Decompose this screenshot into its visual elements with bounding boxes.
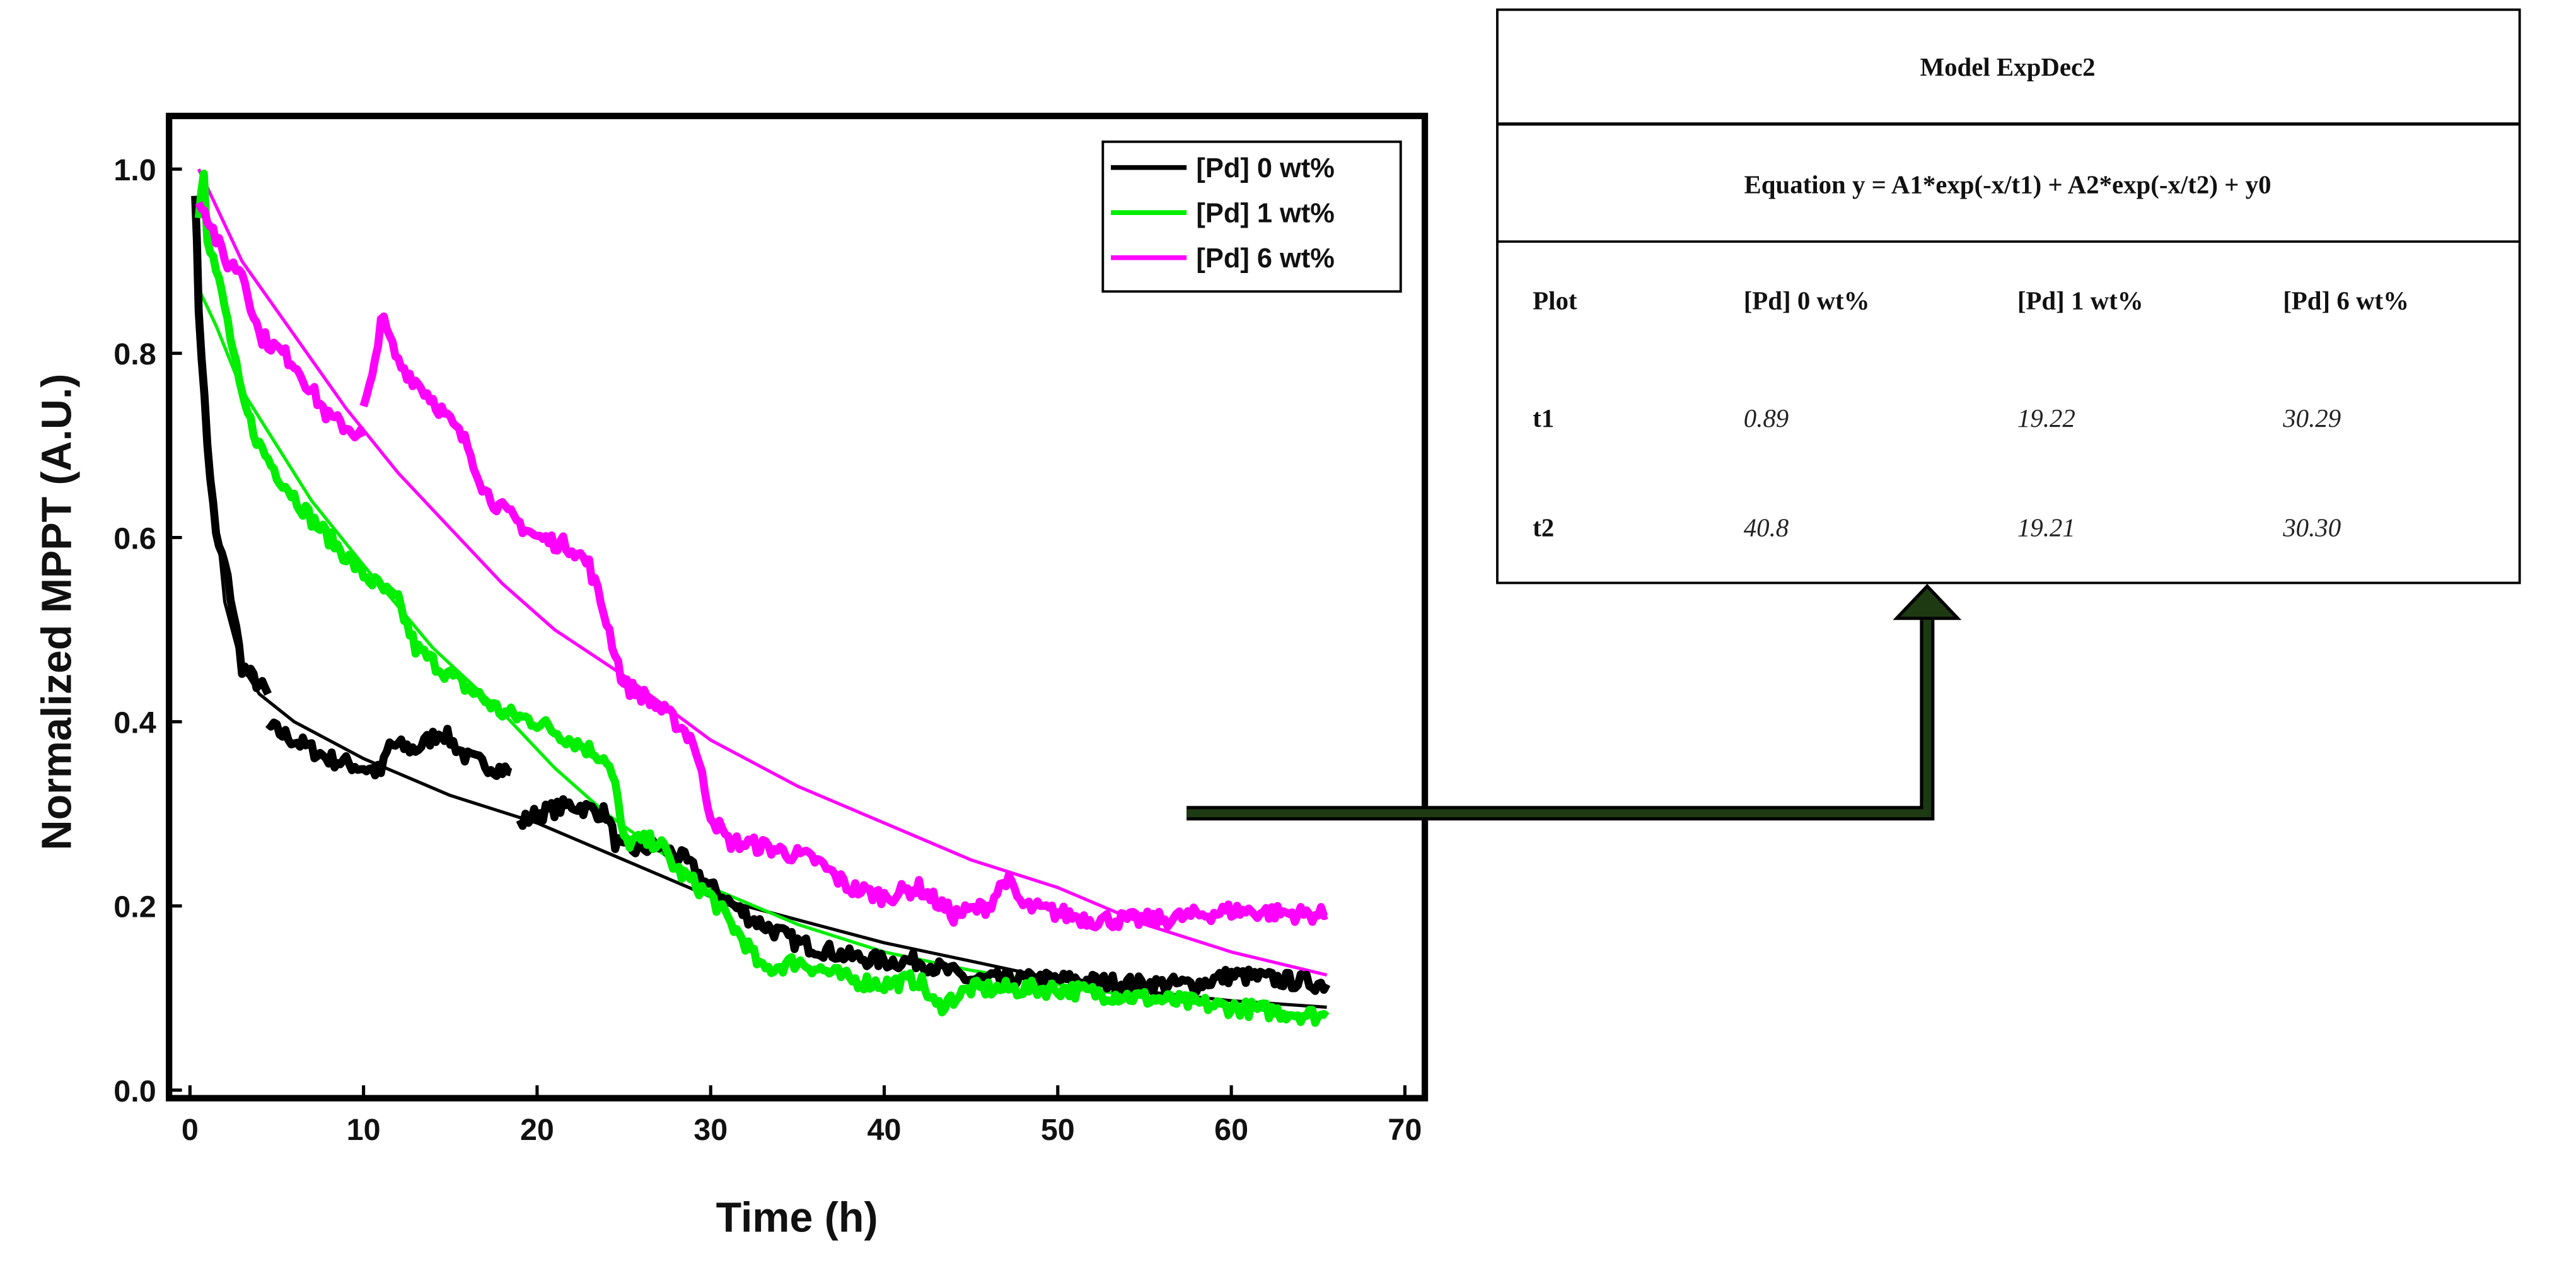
arrow-shaft-fill bbox=[1186, 620, 1932, 818]
plot-frame bbox=[166, 112, 1429, 1102]
x-tick-label: 50 bbox=[1041, 1113, 1075, 1147]
y-tick-label: 1.0 bbox=[113, 153, 156, 187]
table-cell-t1-pd1: 19.22 bbox=[2017, 404, 2075, 433]
table-cell-t2-pd1: 19.21 bbox=[2017, 513, 2075, 542]
x-tick-label: 70 bbox=[1388, 1113, 1422, 1147]
legend-label-pd6: [Pd] 6 wt% bbox=[1196, 243, 1334, 274]
x-tick-label: 30 bbox=[693, 1113, 728, 1147]
fit-parameters-table: Model ExpDec2 Equation y = A1*exp(-x/t1)… bbox=[1496, 8, 2521, 584]
legend: [Pd] 0 wt% [Pd] 1 wt% [Pd] 6 wt% bbox=[1101, 140, 1402, 293]
table-equation: Equation y = A1*exp(-x/t1) + A2*exp(-x/t… bbox=[1744, 171, 2271, 199]
y-tick-label: 0.8 bbox=[113, 337, 156, 371]
y-tick-label: 0.0 bbox=[113, 1074, 156, 1108]
arrow-head-icon bbox=[1893, 583, 1962, 620]
table-header-pd6: [Pd] 6 wt% bbox=[2283, 286, 2409, 315]
y-tick-label: 0.6 bbox=[113, 521, 156, 555]
arrow bbox=[1186, 583, 1962, 821]
legend-label-pd1: [Pd] 1 wt% bbox=[1196, 198, 1334, 228]
table-cell-t2-pd6: 30.30 bbox=[2282, 513, 2341, 542]
table-cell-t1-pd0: 0.89 bbox=[1744, 404, 1789, 433]
plot-area: 0 10 20 30 40 50 60 70 0.0 0.2 0.4 0.6 0.8 1.0 Time (… bbox=[33, 112, 1429, 1241]
data-series-pd0 bbox=[191, 195, 272, 696]
table-row-label-t2: t2 bbox=[1533, 513, 1554, 542]
x-tick-label: 40 bbox=[867, 1113, 902, 1147]
data-series bbox=[191, 169, 1331, 1027]
data-series-pd1 bbox=[194, 169, 1330, 1027]
table-header-plot: Plot bbox=[1533, 286, 1577, 315]
x-tick-label: 60 bbox=[1214, 1113, 1248, 1147]
data-series-pd6 bbox=[359, 312, 1328, 932]
fit-curves bbox=[197, 168, 1328, 1018]
table-title: Model ExpDec2 bbox=[1920, 53, 2096, 81]
table-cell-t1-pd6: 30.29 bbox=[2282, 404, 2341, 433]
axis-ticks: 0 10 20 30 40 50 60 70 0.0 0.2 0.4 0.6 0.8 1.0 bbox=[113, 153, 1422, 1147]
data-series-pd6 bbox=[195, 201, 368, 442]
legend-label-pd0: [Pd] 0 wt% bbox=[1196, 153, 1334, 183]
x-tick-label: 0 bbox=[182, 1113, 199, 1147]
y-tick-label: 0.2 bbox=[113, 890, 156, 924]
table-cell-t2-pd0: 40.8 bbox=[1744, 513, 1789, 542]
x-tick-label: 20 bbox=[520, 1113, 554, 1147]
y-tick-label: 0.4 bbox=[113, 706, 156, 740]
x-axis-title: Time (h) bbox=[716, 1195, 878, 1241]
table-header-pd1: [Pd] 1 wt% bbox=[2017, 286, 2144, 315]
x-tick-label: 10 bbox=[347, 1113, 381, 1147]
y-axis-title: Normalized MPPT (A.U.) bbox=[33, 373, 80, 850]
data-series-pd0 bbox=[265, 718, 513, 781]
table-header-pd0: [Pd] 0 wt% bbox=[1744, 286, 1870, 315]
arrow-shaft bbox=[1186, 620, 1935, 821]
table-row-label-t1: t1 bbox=[1533, 404, 1554, 433]
